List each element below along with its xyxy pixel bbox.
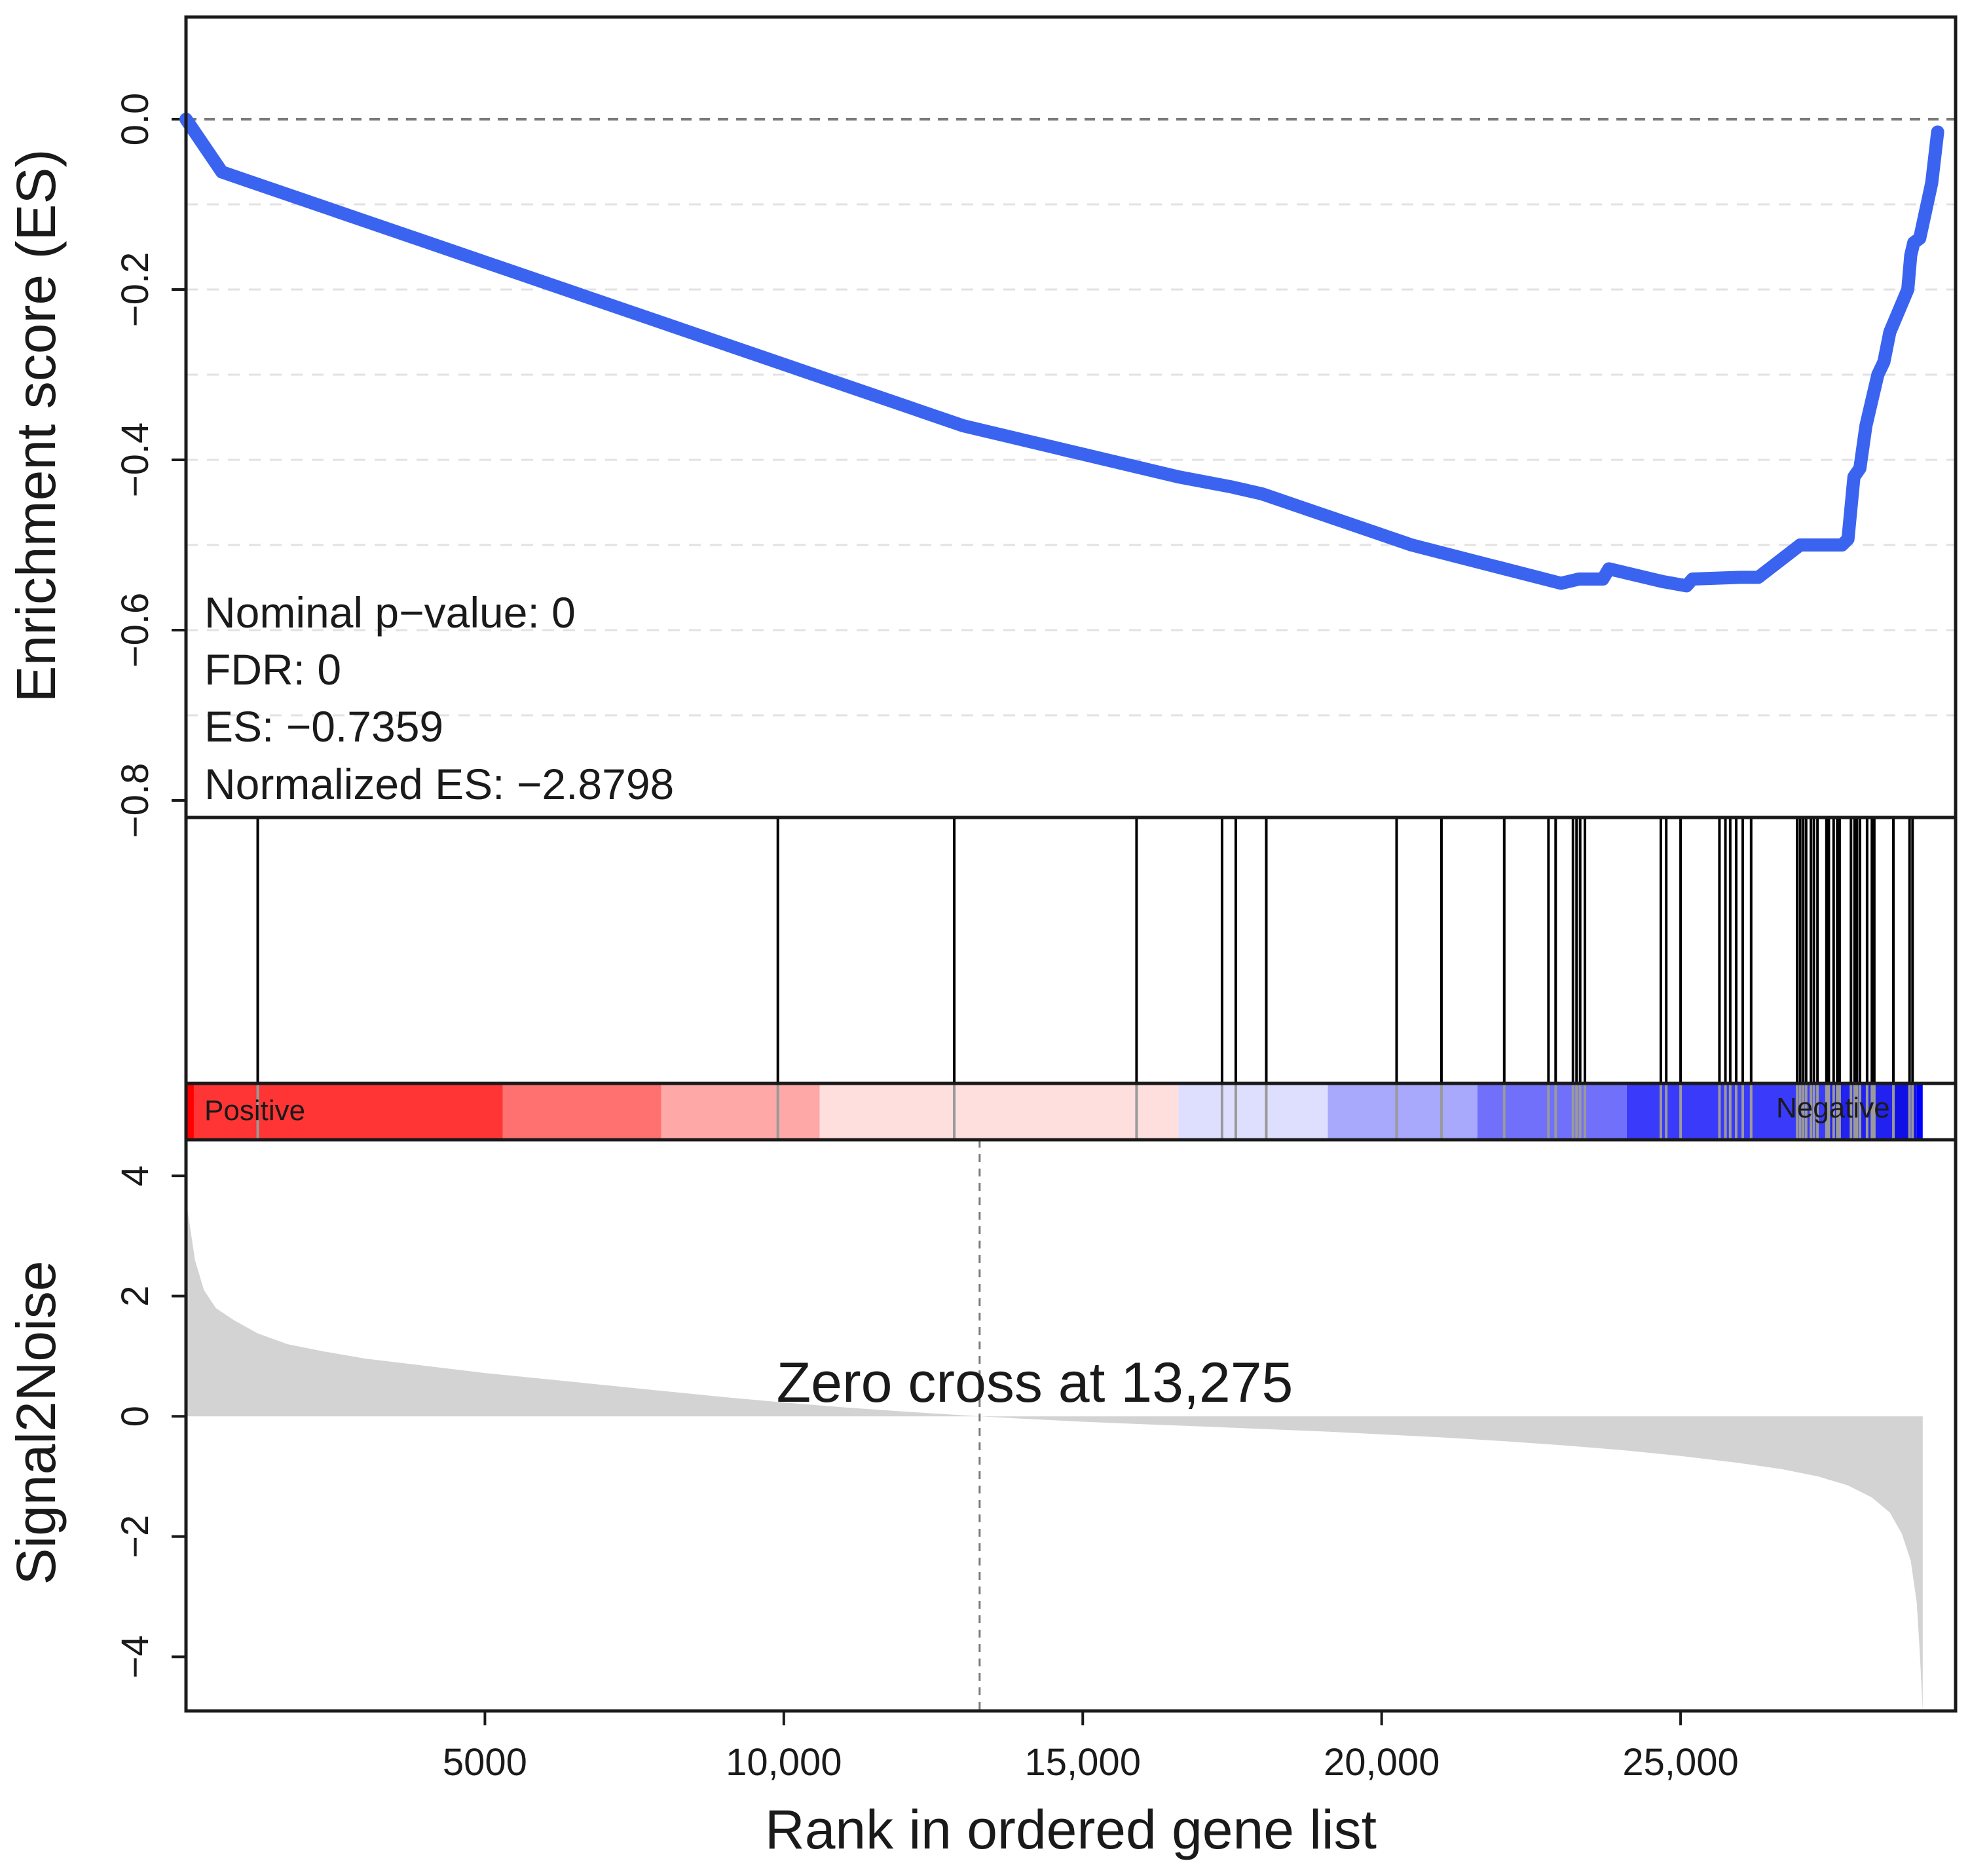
es-ytick-label-2: −0.2 (114, 252, 157, 328)
normalized-es-value: Normalized ES: −2.8798 (204, 760, 674, 808)
s2n-ytick-label-1: 4 (114, 1165, 157, 1186)
colorbar-first-bin (186, 1083, 194, 1140)
es-curve (179, 113, 1944, 593)
colorbar-segment-11 (1916, 1083, 1923, 1140)
colorbar-segment-1 (186, 1083, 503, 1140)
zero-cross-annotation: Zero cross at 13,275 (777, 1351, 1293, 1414)
es-axis-title: Enrichment score (ES) (5, 149, 67, 703)
marks-layer (172, 113, 1956, 1725)
xtick-label-4: 20,000 (1324, 1741, 1440, 1784)
hit-panel-frame (184, 816, 1958, 1085)
es-panel-frame (184, 15, 1958, 819)
colorbar-layer (186, 1083, 1923, 1140)
s2n-ytick-label-5: −4 (114, 1635, 157, 1678)
s2n-ytick-label-2: 2 (114, 1286, 157, 1307)
xtick-label-2: 10,000 (726, 1741, 842, 1784)
colorbar-segment-2 (502, 1083, 661, 1140)
es-ytick-label-4: −0.6 (114, 593, 157, 668)
s2n-ytick-label-3: 0 (114, 1406, 157, 1427)
x-axis-title: Rank in ordered gene list (765, 1799, 1377, 1860)
signal2noise-panel-frame (184, 1138, 1958, 1713)
es-ytick-label-1: 0.0 (114, 93, 157, 146)
es-value: ES: −0.7359 (204, 702, 443, 751)
colorbar-segment-3 (661, 1083, 820, 1140)
colorbar-segment-7 (1477, 1083, 1627, 1140)
s2n-ytick-label-4: −2 (114, 1515, 157, 1558)
fdr-value: FDR: 0 (204, 645, 341, 694)
colorbar-segment-4 (819, 1083, 1179, 1140)
es-ytick-label-5: −0.8 (114, 763, 157, 838)
es-ytick-label-3: −0.4 (114, 422, 157, 498)
xtick-label-1: 5000 (443, 1741, 527, 1784)
signal2noise-axis-title: Signal2Noise (5, 1261, 67, 1585)
colorbar-segment-5 (1178, 1083, 1328, 1140)
frames-layer (184, 15, 1958, 1713)
xtick-label-5: 25,000 (1622, 1741, 1738, 1784)
nominal-p-value: Nominal p−value: 0 (204, 588, 576, 637)
text-layer: Enrichment score (ES) Signal2Noise Rank … (5, 93, 1890, 1860)
colorbar-segment-6 (1328, 1083, 1478, 1140)
signal2noise-area (186, 1199, 1923, 1711)
positive-label: Positive (204, 1095, 305, 1127)
negative-label: Negative (1776, 1092, 1890, 1124)
xtick-label-3: 15,000 (1025, 1741, 1141, 1784)
